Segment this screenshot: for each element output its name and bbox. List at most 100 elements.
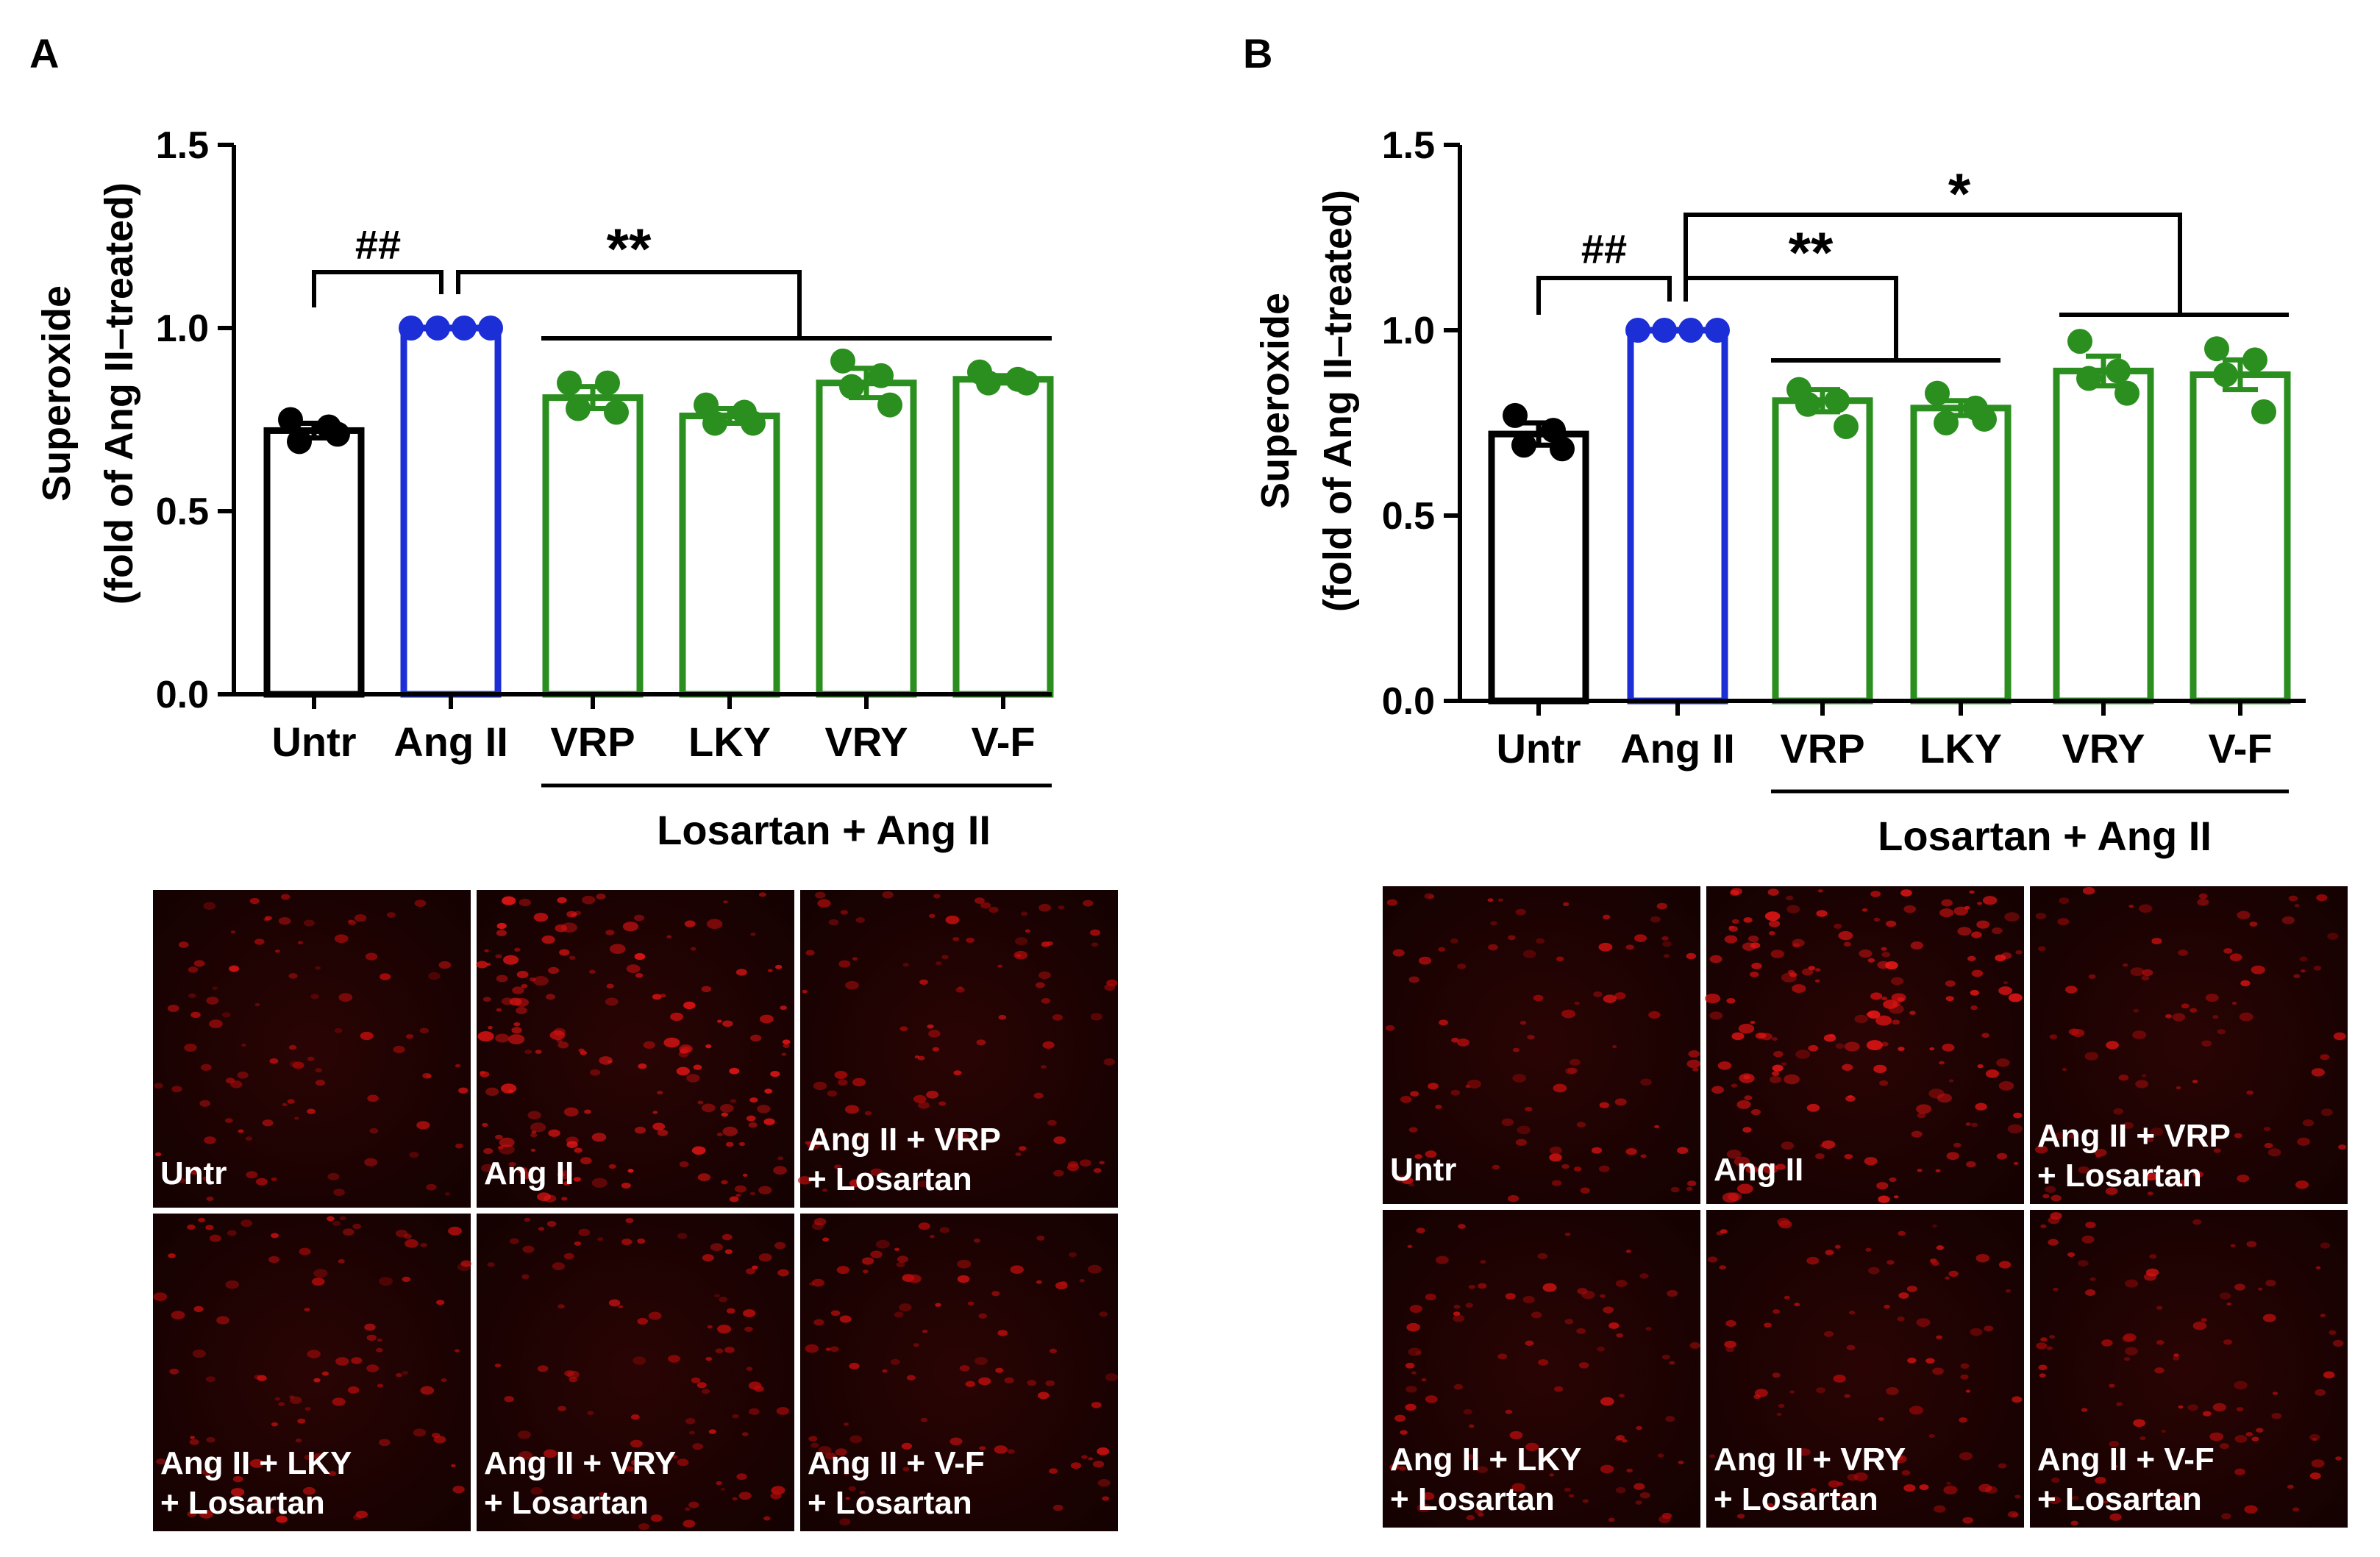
data-point-a <box>452 316 477 341</box>
micrograph-tile-b: Untr <box>1383 886 1701 1204</box>
panel-b: B Superoxide (fold of Ang II–treated) 0.… <box>1243 30 2348 1528</box>
hash-mark-a: ## <box>355 221 401 268</box>
data-point-b <box>1825 388 1850 413</box>
y-tick-label-a: 0.0 <box>156 674 209 716</box>
micrograph-label-a: Ang II + VRY <box>484 1445 676 1481</box>
y-tick-label-b: 0.0 <box>1382 680 1435 723</box>
micrograph-label-b: Ang II + LKY <box>1390 1442 1581 1478</box>
y-axis-subtitle-a: (fold of Ang II–treated) <box>97 182 141 605</box>
data-point-b <box>1503 402 1528 428</box>
data-point-a <box>702 410 727 436</box>
y-axis-subtitle-b: (fold of Ang II–treated) <box>1316 190 1360 612</box>
micrograph-tile-a: Ang II + LKY + Losartan <box>153 1214 472 1531</box>
data-point-a <box>976 370 1001 396</box>
data-point-b <box>1795 391 1820 417</box>
bar-ang-ii-a <box>400 324 502 698</box>
significance-brackets-b: ## ** * <box>1536 161 2289 363</box>
micrograph-label-b: + Losartan <box>1714 1481 1878 1517</box>
bar-vry-b <box>2053 367 2154 705</box>
micrograph-tile-a: Ang II + VRP+ Losartan <box>797 890 1118 1208</box>
data-point-b <box>1511 432 1536 458</box>
significance-brackets-a: ## ** <box>312 216 1052 341</box>
data-point-b <box>1652 318 1677 343</box>
data-point-b <box>1550 436 1575 462</box>
data-point-b <box>1834 414 1859 440</box>
micrograph-tile-b: Ang II + V-F+ Losartan <box>2030 1210 2348 1528</box>
micrograph-label-a: Ang II + VRP <box>808 1122 1001 1158</box>
data-point-a <box>557 370 582 396</box>
panel-letter-b: B <box>1243 30 1272 76</box>
x-tick-label-b: Ang II <box>1620 725 1735 772</box>
single-star-mark-b: * <box>1948 161 1971 226</box>
data-point-b <box>2251 399 2276 424</box>
y-tick-label-a: 1.5 <box>156 124 209 167</box>
x-tick-label-a: LKY <box>688 719 771 765</box>
data-point-b <box>2213 362 2238 388</box>
bar-lky-b <box>1910 405 2012 705</box>
bar-vry-a <box>816 380 917 698</box>
x-tick-label-a: V-F <box>971 719 1035 765</box>
data-point-b <box>1972 406 1997 432</box>
x-tick-label-a: VRP <box>550 719 635 765</box>
micrograph-label-b: Ang II + VRP <box>2037 1118 2231 1154</box>
micrograph-tile-b: Ang II <box>1704 886 2024 1204</box>
micrograph-tile-b: Ang II + VRY+ Losartan <box>1706 1210 2024 1528</box>
bar-untr-b <box>1488 430 1589 705</box>
bar-v-f-a <box>952 376 1054 698</box>
micrograph-label-a: Untr <box>160 1155 227 1191</box>
micrograph-label-a: Ang II + LKY <box>160 1445 352 1481</box>
micrograph-label-b: Untr <box>1390 1152 1456 1188</box>
panel-a: A Superoxide (fold of Ang II–treated) 0.… <box>29 30 1118 1531</box>
data-point-b <box>2106 358 2131 384</box>
data-point-a <box>278 407 303 432</box>
micrograph-label-a: + Losartan <box>484 1485 649 1521</box>
bar-chart-b: 0.0 0.5 1.0 1.5 Untr Ang II VRP LKY VRY V-F <box>1382 124 2306 772</box>
data-point-a <box>741 410 766 436</box>
micrograph-label-b: Ang II + VRY <box>1714 1442 1906 1478</box>
data-point-a <box>325 421 350 447</box>
double-star-mark-a: ** <box>607 216 652 281</box>
micrograph-tile-a: Ang II + V-F + Losartan <box>800 1214 1118 1531</box>
data-point-b <box>2067 329 2092 354</box>
micrograph-label-a: Ang II + V-F <box>808 1445 985 1481</box>
data-point-a <box>595 370 620 396</box>
data-point-a <box>287 429 312 455</box>
data-point-a <box>869 363 894 388</box>
x-tick-label-b: VRP <box>1780 725 1864 772</box>
data-point-a <box>566 396 591 421</box>
x-tick-label-a: VRY <box>824 719 908 765</box>
micrograph-label-b: + Losartan <box>2037 1158 2202 1194</box>
y-tick-label-b: 1.5 <box>1382 124 1435 167</box>
hash-mark-b: ## <box>1581 226 1627 272</box>
y-tick-label-a: 1.0 <box>156 307 209 350</box>
micrograph-label-b: + Losartan <box>2037 1481 2202 1517</box>
bracket-hash-b <box>1536 276 1672 315</box>
x-tick-label-b: Untr <box>1496 725 1581 772</box>
y-axis-title-b: Superoxide <box>1253 293 1297 509</box>
x-tick-label-b: V-F <box>2208 725 2272 772</box>
data-point-a <box>830 348 855 374</box>
data-point-a <box>399 316 424 341</box>
data-point-a <box>877 392 902 418</box>
micrograph-label-a: + Losartan <box>160 1485 325 1521</box>
micrograph-label-a: + Losartan <box>808 1485 972 1521</box>
bracket-double-star-a <box>456 270 802 338</box>
micrograph-tile-a: Ang II <box>476 890 794 1208</box>
y-tick-label-b: 1.0 <box>1382 310 1435 352</box>
data-point-b <box>1541 418 1566 443</box>
panel-letter-a: A <box>29 30 59 76</box>
bar-lky-a <box>679 413 780 698</box>
group-label-a: Losartan + Ang II <box>657 807 991 853</box>
data-point-b <box>1925 380 1950 406</box>
y-axis-title-a: Superoxide <box>35 285 79 502</box>
data-point-a <box>478 316 503 341</box>
micrograph-tile-b: Ang II + LKY+ Losartan <box>1383 1210 1700 1528</box>
bracket-hash-a <box>312 270 443 307</box>
x-tick-label-b: VRY <box>2062 725 2145 772</box>
data-point-b <box>1625 318 1650 343</box>
micrograph-label-b: Ang II <box>1714 1152 1803 1188</box>
x-tick-label-a: Untr <box>271 719 356 765</box>
